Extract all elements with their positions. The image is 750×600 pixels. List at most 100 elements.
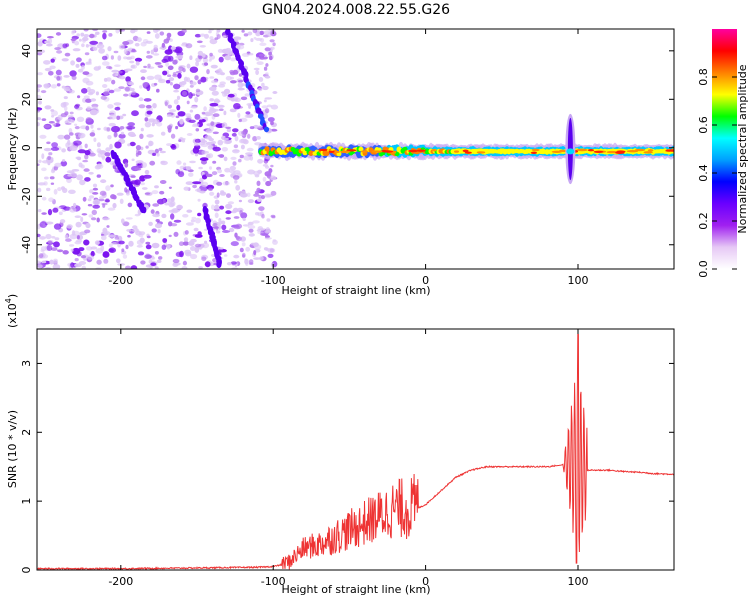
heatmap-band-peak [360, 150, 369, 153]
heatmap-cell [81, 64, 85, 70]
heatmap-cell [139, 133, 144, 139]
heatmap-cell [51, 236, 56, 239]
heatmap-cell [243, 33, 249, 37]
heatmap-cell [183, 186, 190, 191]
heatmap-cell [53, 223, 62, 230]
heatmap-cell [52, 122, 57, 126]
heatmap-cell [43, 83, 50, 89]
heatmap-cell [221, 220, 226, 225]
heatmap-cell [41, 196, 47, 201]
heatmap-cell [127, 131, 136, 137]
heatmap-cell [37, 33, 42, 38]
heatmap-cell [107, 104, 114, 109]
heatmap-cell [78, 144, 83, 151]
heatmap-cell [235, 223, 243, 229]
heatmap-cell [132, 225, 138, 229]
heatmap-cell [37, 260, 42, 265]
heatmap-cell [85, 44, 89, 48]
snr-y-tick-label: 3 [20, 360, 33, 367]
heatmap-cell [154, 185, 159, 189]
heatmap-cell [65, 122, 72, 126]
heatmap-cell [179, 118, 184, 125]
heatmap-cell [98, 198, 105, 202]
heatmap-cell [170, 200, 176, 207]
heatmap-cell [188, 119, 196, 124]
heatmap-cell [61, 187, 68, 193]
heatmap-cell [89, 40, 99, 45]
heatmap-cell [54, 237, 60, 241]
heatmap-cell [192, 184, 198, 189]
heatmap-cell [253, 250, 257, 256]
heatmap-cell [167, 74, 172, 77]
heatmap-cell [262, 85, 269, 91]
heatmap-cell [222, 181, 230, 186]
heatmap-cell [92, 204, 100, 209]
spectrogram-y-label: Frequency (Hz) [6, 108, 19, 191]
heatmap-cell [38, 159, 42, 163]
heatmap-cell [63, 206, 71, 211]
heatmap-cell [108, 248, 114, 253]
heatmap-cell [173, 89, 180, 93]
heatmap-cell [42, 254, 49, 259]
heatmap-cell [264, 108, 270, 114]
heatmap-cell [147, 63, 151, 68]
heatmap-cell [198, 55, 203, 60]
heatmap-cell [39, 221, 47, 229]
heatmap-cell [247, 133, 251, 139]
heatmap-cell [141, 162, 147, 168]
heatmap-cell [159, 180, 167, 184]
heatmap-cell [204, 62, 208, 66]
heatmap-cell [53, 188, 58, 195]
snr-y-scale-exponent: 4 [4, 298, 13, 303]
heatmap-cell [119, 126, 125, 130]
heatmap-cell [74, 241, 82, 245]
heatmap-cell [48, 197, 54, 202]
heatmap-cell [230, 156, 237, 160]
heatmap-cell [185, 222, 194, 226]
colorbar-tick-label: 0.0 [697, 260, 710, 278]
snr-x-ticks: -200 -100 0 100 [108, 329, 588, 588]
heatmap-cell [76, 57, 82, 63]
spectrogram-y-tick-label: -40 [20, 236, 33, 254]
heatmap-cell [127, 143, 131, 147]
snr-y-tick-label: 1 [20, 498, 33, 505]
heatmap-cell [189, 81, 197, 86]
heatmap-cell [96, 259, 102, 265]
spectrogram-y-tick-label: 40 [20, 44, 33, 58]
heatmap-cell [81, 213, 88, 216]
heatmap-cell [104, 152, 111, 157]
heatmap-cell [48, 152, 53, 156]
heatmap-cell [92, 29, 99, 32]
heatmap-cell [185, 43, 193, 49]
heatmap-cell [118, 86, 125, 89]
heatmap-band-peak [371, 150, 383, 153]
heatmap-cell [139, 182, 146, 186]
heatmap-band-core [402, 146, 408, 152]
heatmap-cell [136, 244, 143, 248]
heatmap-cell [116, 115, 121, 121]
heatmap-cell [233, 103, 241, 110]
heatmap-cell [58, 211, 63, 216]
heatmap-band-peak [464, 151, 472, 154]
heatmap-cell [173, 262, 181, 266]
heatmap-cell [111, 125, 120, 133]
heatmap-cell [264, 97, 273, 100]
heatmap-cell [68, 128, 73, 134]
heatmap-cell [46, 244, 53, 251]
heatmap-cell [151, 228, 157, 233]
heatmap-cell [130, 49, 137, 53]
heatmap-cell [145, 241, 151, 245]
heatmap-cell [84, 143, 88, 149]
heatmap-cell [182, 214, 189, 218]
heatmap-cell [261, 213, 265, 219]
heatmap-cell [107, 207, 116, 211]
heatmap-cell [152, 213, 161, 218]
heatmap-cell [126, 229, 132, 232]
heatmap-cell [81, 88, 88, 94]
heatmap-band-peak [462, 149, 469, 152]
heatmap-cell [265, 72, 269, 76]
heatmap-cell [194, 96, 199, 103]
heatmap-cell [109, 143, 113, 150]
heatmap-cell [195, 188, 201, 192]
